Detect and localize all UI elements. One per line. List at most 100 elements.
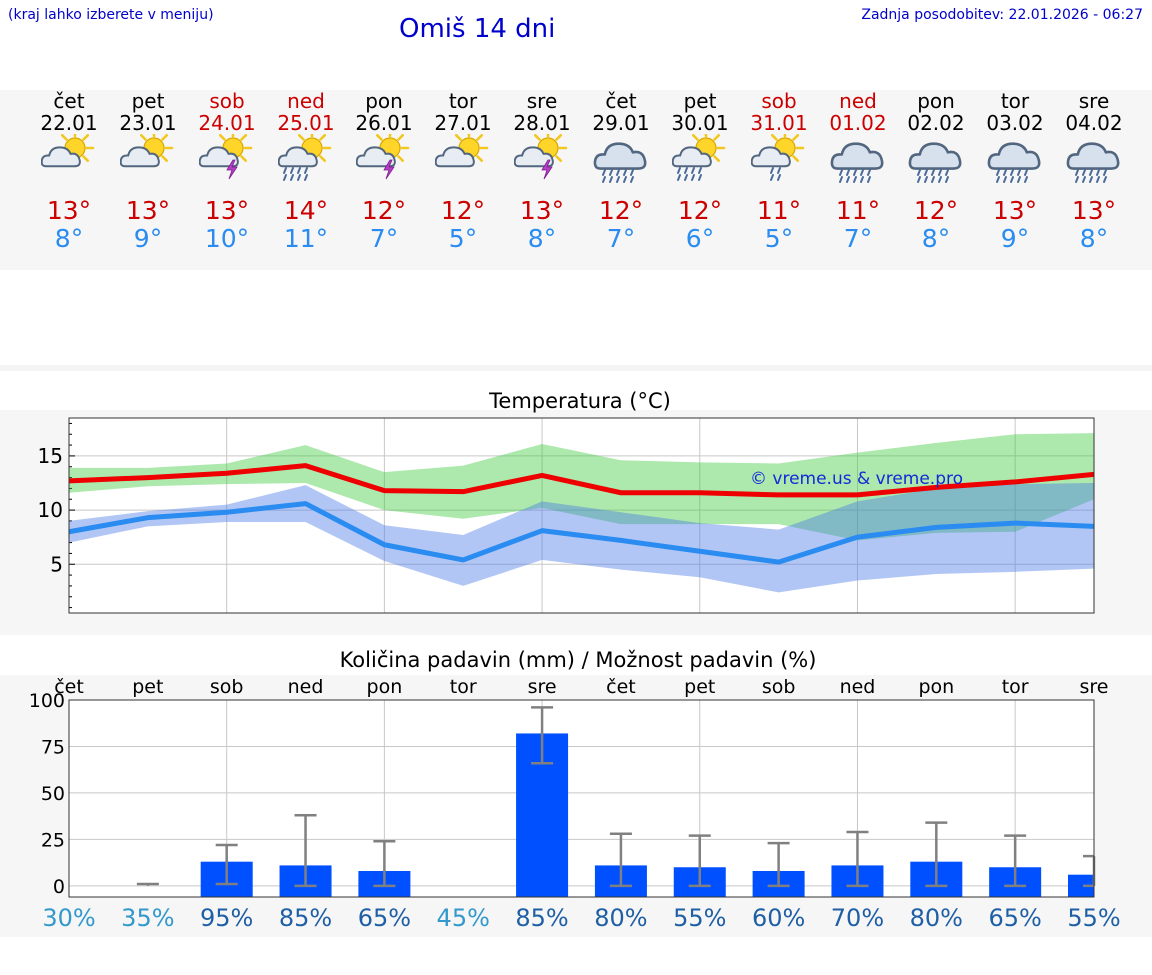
sun-cloud-icon [120,134,174,168]
max-temp-line [68,463,1095,498]
prec-ytick: 0 [53,876,65,898]
prec-day-label: sre [1080,676,1109,698]
min-temp-line [68,501,1095,565]
day-name: čet [605,89,637,113]
prec-day-label: pon [367,676,403,698]
forecast-day: pet 30.01 12° 6° [660,89,740,270]
max-range-band [69,433,1094,541]
cloud-rain-icon [830,142,884,183]
day-date: 26.01 [355,111,413,135]
forecast-day: tor 03.02 13° 9° [975,89,1055,270]
day-name: sre [1078,89,1110,113]
temp-max: 13° [992,196,1038,225]
temp-min: 7° [843,224,873,253]
temp-min: 8° [1079,224,1109,253]
day-date: 28.01 [513,111,571,135]
divider [0,365,1152,371]
day-date: 03.02 [986,111,1044,135]
precip-chance: 55% [673,904,726,932]
forecast-day: sre 28.01 13° 8° [502,89,582,270]
precip-chance: 30% [42,904,95,932]
watermark: © vreme.us & vreme.pro [750,469,963,489]
forecast-day: sob 24.01 13° 10° [187,89,267,270]
temp-max: 12° [440,196,486,225]
prec-day-label: tor [450,676,477,698]
sun-cloud-icon [435,134,489,168]
prec-day-label: sre [528,676,557,698]
temp-max: 12° [598,196,644,225]
temp-max: 11° [756,196,802,225]
temp-ytick: 5 [50,552,63,576]
precip-chance: 60% [752,904,805,932]
day-name: sre [526,89,558,113]
day-name: tor [1000,89,1030,113]
precip-chance: 85% [279,904,332,932]
day-date: 29.01 [592,111,650,135]
prec-day-label: pon [918,676,954,698]
temp-min: 5° [764,224,794,253]
forecast-day: pet 23.01 13° 9° [108,89,188,270]
sun-cloud-icon [41,134,95,168]
precip-chance: 65% [358,904,411,932]
sun-cloud-rain-icon [278,134,332,181]
prec-frame [68,699,1095,898]
precip-chance: 95% [200,904,253,932]
temp-max: 13° [519,196,565,225]
sun-cloud-rain-icon [672,134,726,181]
precip-chance: 80% [594,904,647,932]
day-name: sob [209,89,245,113]
prec-day-label: čet [606,676,636,698]
location-hint: (kraj lahko izberete v meniju) [8,7,214,23]
prec-day-label: ned [288,676,324,698]
sun-cloud-thunder-icon [356,134,410,180]
last-update: Zadnja posodobitev: 22.01.2026 - 06:27 [861,7,1143,23]
cloud-rain-icon [908,142,962,183]
day-name: ned [287,89,325,113]
precip-chance: 80% [910,904,963,932]
precip-chance: 45% [437,904,490,932]
cloud-rain-icon [987,142,1041,183]
temp-max: 12° [361,196,407,225]
temp-max: 13° [1071,196,1117,225]
prec-ytick: 75 [41,736,65,758]
day-name: ned [839,89,877,113]
forecast-day: pon 26.01 12° 7° [344,89,424,270]
day-name: pet [683,89,717,113]
day-date: 24.01 [198,111,256,135]
temp-min: 5° [448,224,478,253]
prec-ytick: 25 [41,829,65,851]
day-name: pon [365,89,403,113]
temp-frame [68,417,1095,614]
temp-max: 11° [835,196,881,225]
prec-ytick: 50 [41,783,65,805]
temp-max: 13° [46,196,92,225]
precip-chance: 55% [1067,904,1120,932]
forecast-day: tor 27.01 12° 5° [423,89,503,270]
forecast-day: čet 29.01 12° 7° [581,89,661,270]
forecast-strip: čet 22.01 13° 8° pet 23.01 13° 9° sob 24.01 13° 10°… [0,89,1152,270]
day-date: 04.02 [1065,111,1123,135]
temp-min: 9° [1000,224,1030,253]
page-title: Omiš 14 dni [399,14,556,44]
prec-day-label: tor [1002,676,1029,698]
temp-plot-area [69,418,1094,613]
sun-cloud-light-rain-icon [751,134,805,181]
prec-day-label: pet [684,676,715,698]
precip-chance: 65% [988,904,1041,932]
prec-ytick: 100 [29,690,65,712]
sun-cloud-thunder-icon [514,134,568,180]
day-name: pet [131,89,165,113]
day-date: 27.01 [434,111,492,135]
temp-min: 8° [921,224,951,253]
forecast-day: sob 31.01 11° 5° [739,89,819,270]
precip-bar [1068,874,1094,897]
day-date: 25.01 [277,111,335,135]
day-name: sob [761,89,797,113]
precipitation-title: Količina padavin (mm) / Možnost padavin … [340,648,817,672]
day-date: 23.01 [119,111,177,135]
day-date: 30.01 [671,111,729,135]
temp-ytick: 15 [38,444,63,468]
precip-chance: 70% [831,904,884,932]
forecast-day: čet 22.01 13° 8° [29,89,109,270]
temperature-title: Temperatura (°C) [488,389,671,413]
